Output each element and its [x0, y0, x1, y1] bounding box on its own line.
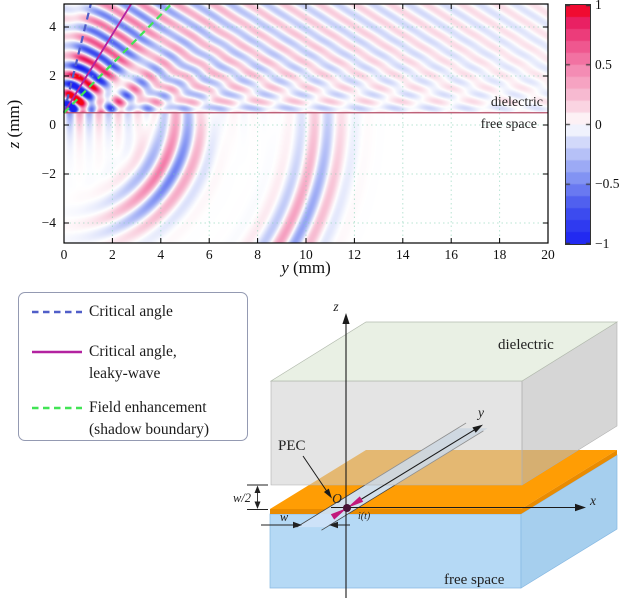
- legend-line-sample: [32, 350, 82, 354]
- x-axis-label: y (mm): [281, 258, 331, 277]
- z-tick-label: 0: [49, 117, 56, 132]
- colorbar-tick-label: −0.5: [595, 176, 620, 192]
- x-axis-arrowhead-icon: [575, 503, 586, 512]
- colorbar-tick-label: 0.5: [595, 56, 612, 72]
- legend-item-label: Field enhancement (shadow boundary): [89, 399, 210, 438]
- dim-arrowhead-icon: [293, 521, 302, 529]
- z-tick-label: −2: [41, 166, 56, 181]
- pec-plane-side-edge: [521, 450, 617, 514]
- x-tick-label: 8: [254, 247, 261, 262]
- x-tick-label: 2: [109, 247, 116, 262]
- plot-label-dielectric: dielectric: [490, 95, 543, 110]
- dim-arrowhead-icon: [254, 485, 261, 493]
- dim-arrowhead-icon: [254, 501, 261, 509]
- dielectric-front-face: [270, 380, 523, 486]
- schematic-3d: z y x O i(t) PEC w/2 w dielectric: [233, 299, 619, 598]
- y-axis-label: z (mm): [4, 99, 23, 149]
- legend-item-label: Critical angle, leaky-wave: [89, 343, 177, 382]
- y-axis-label: y: [476, 405, 484, 420]
- source-bowtie-icon: [347, 496, 364, 508]
- pec-label: PEC: [278, 438, 306, 454]
- legend-box: Critical angle Critical angle, leaky-wave F…: [18, 292, 248, 441]
- origin-label: O: [332, 491, 342, 506]
- overlay-line: [63, 3, 132, 114]
- plot-frame: [62, 3, 549, 244]
- colorbar-tick-label: 1: [595, 0, 602, 12]
- x-tick-label: 10: [299, 247, 313, 262]
- x-tick-label: 4: [157, 247, 165, 262]
- x-tick-label: 12: [347, 247, 362, 262]
- overlay-line: [63, 3, 173, 114]
- legend-line-sample: [32, 310, 82, 314]
- y-axis-arrowhead-icon: [472, 424, 483, 433]
- legend-line-sample: [32, 406, 82, 410]
- x-tick-label: 18: [492, 247, 507, 262]
- x-axis-label: x: [589, 493, 596, 508]
- w-half-label: w/2: [233, 491, 251, 505]
- dielectric-top-face: [269, 321, 619, 382]
- x-tick-label: 6: [205, 247, 213, 262]
- diagram-free-space-label: free space: [444, 572, 505, 588]
- x-tick-label: 16: [444, 247, 458, 262]
- z-tick-label: 2: [49, 68, 56, 83]
- pec-arrow-line: [302, 455, 329, 494]
- colorbar: [565, 4, 591, 245]
- pec-plane-front-edge: [270, 509, 521, 514]
- w-label: w: [280, 510, 289, 524]
- y-axis-line: [346, 427, 478, 509]
- plot-label-free-space: free space: [480, 117, 537, 132]
- diagram-dielectric-label: dielectric: [498, 337, 554, 353]
- z-tick-label: −4: [41, 215, 56, 230]
- dim-arrowhead-icon: [329, 521, 338, 529]
- source-label: i(t): [358, 511, 371, 522]
- colorbar-tick-label: 0: [595, 116, 602, 132]
- x-tick-label: 20: [541, 247, 555, 262]
- legend-item-label: Critical angle: [89, 303, 173, 320]
- origin-dot: [343, 504, 351, 512]
- overlay-line: [62, 3, 92, 114]
- source-bowtie-icon: [330, 508, 347, 520]
- colorbar-tick-label: −1: [595, 236, 610, 251]
- z-axis-arrowhead-icon: [342, 313, 350, 324]
- plot-border: [63, 3, 549, 244]
- z-tick-label: 4: [49, 19, 56, 34]
- x-tick-label: 0: [60, 247, 68, 262]
- pec-arrowhead-icon: [323, 488, 332, 499]
- x-tick-label: 14: [396, 247, 410, 262]
- z-axis-label: z: [332, 299, 339, 314]
